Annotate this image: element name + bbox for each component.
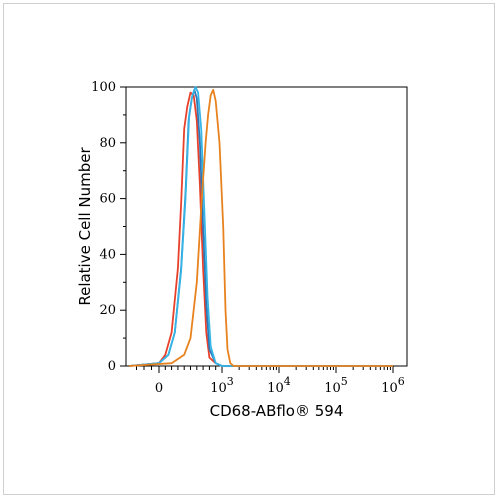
y-tick-label: 100: [91, 80, 116, 95]
x-tick-label: 0: [155, 381, 163, 396]
y-tick-label: 0: [108, 359, 116, 374]
y-tick-label: 80: [99, 136, 116, 151]
y-axis: 0 20 40 60 80 100: [91, 80, 126, 374]
series-line-4: [128, 88, 393, 367]
series-line-3: [128, 86, 393, 367]
x-axis: 0 103 104 105 106: [136, 366, 405, 396]
series-line-2: [128, 88, 393, 367]
x-axis-label: CD68-ABflo® 594: [210, 402, 344, 420]
y-tick-label: 60: [99, 192, 116, 207]
series-line-1: [128, 91, 393, 367]
y-axis-label: Relative Cell Number: [76, 147, 94, 306]
y-tick-label: 40: [99, 247, 116, 262]
y-tick-label: 20: [99, 303, 116, 318]
series-layer: [128, 86, 393, 367]
figure-frame: [3, 3, 495, 495]
x-tick-label: 106: [381, 375, 405, 396]
x-tick-label: 104: [267, 375, 291, 396]
plot-area: [125, 86, 408, 367]
x-tick-label: 105: [324, 375, 348, 396]
x-tick-label: 103: [210, 375, 234, 396]
